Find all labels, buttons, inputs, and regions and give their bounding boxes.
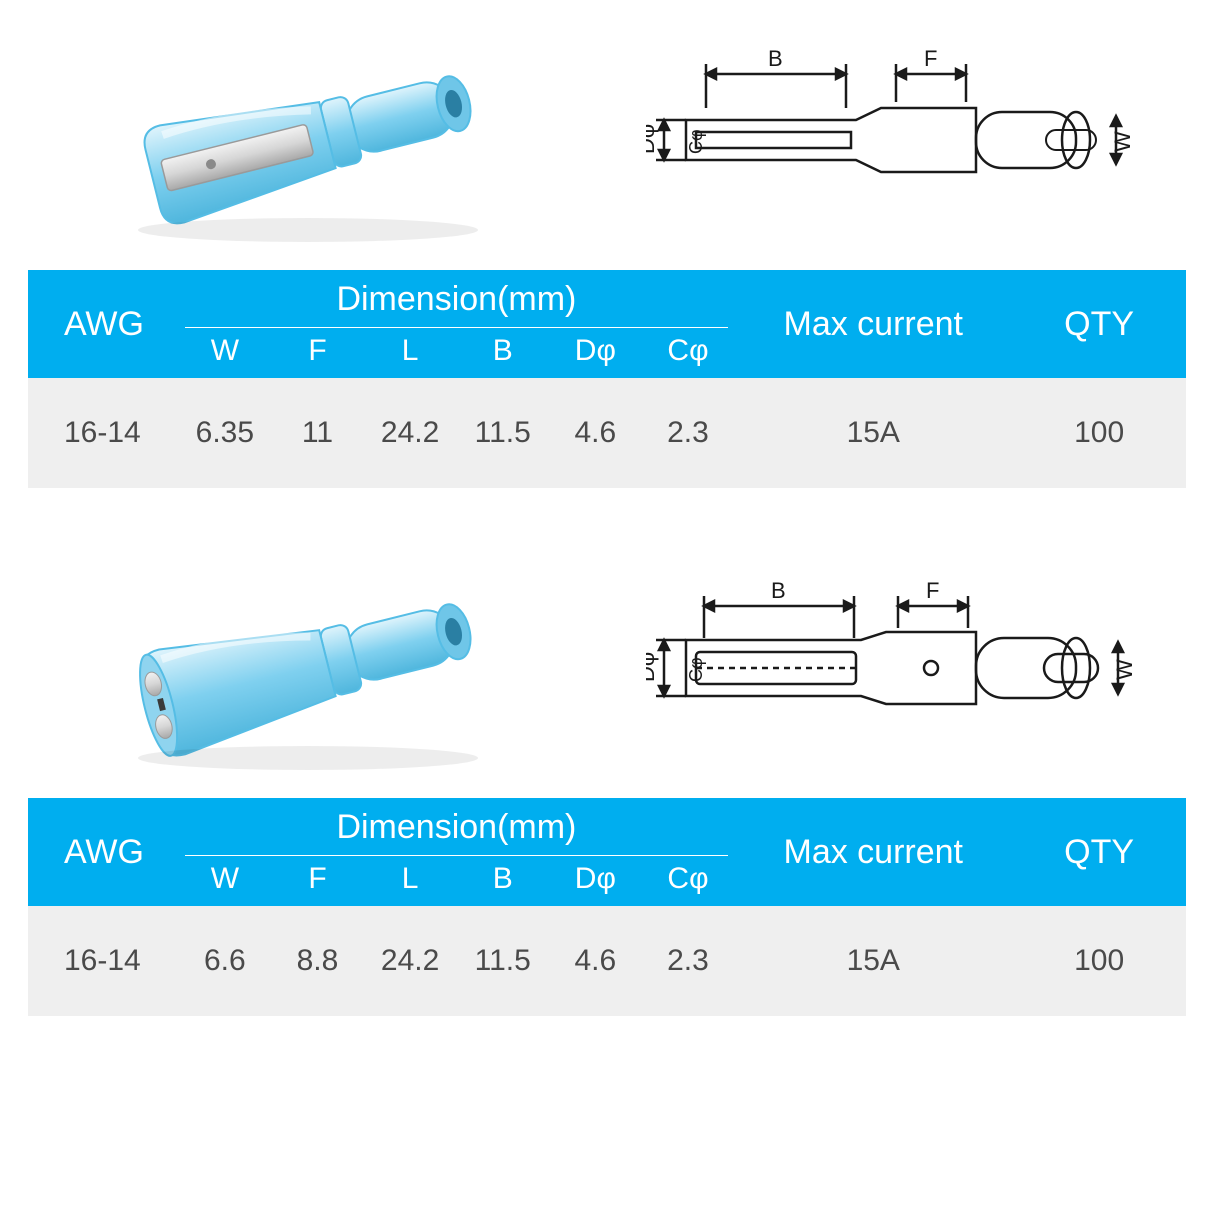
cell-d: 4.6 (549, 906, 642, 1016)
cell-d: 4.6 (549, 378, 642, 488)
product-block-male: B F Dφ (28, 20, 1186, 488)
cell-qty: 100 (1012, 378, 1186, 488)
schematic-label-c: Cφ (686, 129, 706, 154)
hero-row: B F Dφ (28, 548, 1186, 798)
cell-max-current: 15A (734, 906, 1012, 1016)
col-qty: QTY (1012, 270, 1186, 378)
col-dimension-title: Dimension(mm) (185, 798, 729, 856)
col-dim-l: L (364, 334, 457, 368)
cell-awg: 16-14 (28, 378, 179, 488)
cell-w: 6.6 (179, 906, 272, 1016)
cell-f: 11 (271, 378, 364, 488)
cell-c: 2.3 (642, 906, 735, 1016)
schematic-label-d: Dφ (646, 652, 659, 682)
col-dim-f: F (271, 862, 364, 896)
product-block-female: B F Dφ (28, 548, 1186, 1016)
hero-row: B F Dφ (28, 20, 1186, 270)
cell-l: 24.2 (364, 906, 457, 1016)
schematic-label-d: Dφ (646, 124, 659, 154)
cell-awg: 16-14 (28, 906, 179, 1016)
col-dim-d: Dφ (549, 334, 642, 368)
col-dim-d: Dφ (549, 862, 642, 896)
schematic-label-b: B (771, 578, 786, 603)
col-max-current: Max current (734, 798, 1012, 906)
spec-table-female: AWG Dimension(mm) W F L B Dφ Cφ Max curr… (28, 798, 1186, 1016)
col-dim-c: Cφ (642, 862, 735, 896)
cell-l: 24.2 (364, 378, 457, 488)
col-awg: AWG (28, 270, 179, 378)
col-dim-w: W (179, 334, 272, 368)
table-row: 16-14 6.35 11 24.2 11.5 4.6 2.3 15A 100 (28, 378, 1186, 488)
schematic-label-c: Cφ (686, 657, 706, 682)
cell-b: 11.5 (456, 378, 549, 488)
schematic-label-w: W (1112, 659, 1137, 680)
product-photo-female (88, 558, 528, 778)
schematic-label-b: B (768, 46, 783, 71)
col-dim-b: B (456, 334, 549, 368)
col-dim-w: W (179, 862, 272, 896)
col-qty: QTY (1012, 798, 1186, 906)
col-dim-b: B (456, 862, 549, 896)
col-dim-l: L (364, 862, 457, 896)
col-dimension-title: Dimension(mm) (185, 270, 729, 328)
cell-f: 8.8 (271, 906, 364, 1016)
schematic-label-f: F (926, 578, 939, 603)
product-photo-male (88, 30, 528, 250)
cell-w: 6.35 (179, 378, 272, 488)
schematic-male: B F Dφ (646, 40, 1146, 240)
col-awg: AWG (28, 798, 179, 906)
col-dim-f: F (271, 334, 364, 368)
cell-b: 11.5 (456, 906, 549, 1016)
cell-max-current: 15A (734, 378, 1012, 488)
col-dim-c: Cφ (642, 334, 735, 368)
schematic-label-w: W (1110, 131, 1135, 152)
page: B F Dφ (0, 0, 1214, 1096)
spec-table-male: AWG Dimension(mm) W F L B Dφ Cφ Max curr… (28, 270, 1186, 488)
col-max-current: Max current (734, 270, 1012, 378)
table-row: 16-14 6.6 8.8 24.2 11.5 4.6 2.3 15A 100 (28, 906, 1186, 1016)
cell-qty: 100 (1012, 906, 1186, 1016)
schematic-label-f: F (924, 46, 937, 71)
cell-c: 2.3 (642, 378, 735, 488)
schematic-female: B F Dφ (646, 568, 1146, 768)
